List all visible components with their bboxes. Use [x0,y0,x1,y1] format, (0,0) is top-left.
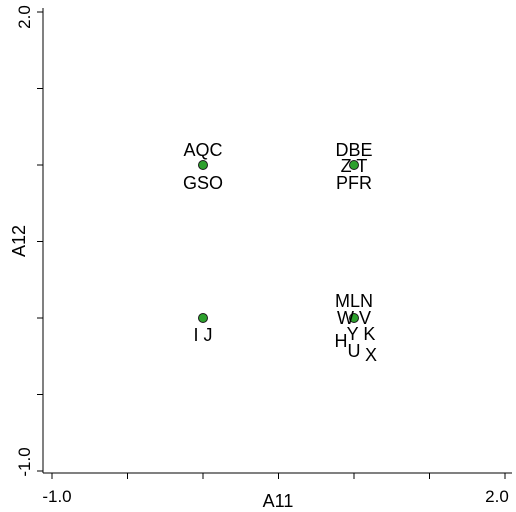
x-tick-label-min: -1.0 [42,487,71,506]
point-label: Y K [347,324,376,344]
point-label: GSO [183,173,223,193]
data-point [349,313,359,323]
y-axis-title: A12 [9,225,29,257]
data-points [198,160,359,323]
x-axis-ticks [51,473,506,479]
point-label: U [348,341,361,361]
point-label: I J [193,325,212,345]
y-tick-label-min: -1.0 [15,447,34,476]
point-label: H [335,331,348,351]
plot-area [42,8,512,474]
data-point [349,160,359,170]
x-axis-title: A11 [263,491,294,511]
y-axis-ticks [37,11,43,472]
point-label: X [365,345,377,365]
point-label: AQC [183,140,222,160]
data-point [198,313,208,323]
point-label: PFR [336,173,372,193]
x-tick-label-max: 2.0 [485,487,509,506]
point-label: DBE [335,140,372,160]
point-label: MLN [335,291,373,311]
data-point [198,160,208,170]
point-label: W V [337,308,371,328]
point-label: Z T [341,156,368,176]
y-tick-label-max: 2.0 [15,5,34,29]
